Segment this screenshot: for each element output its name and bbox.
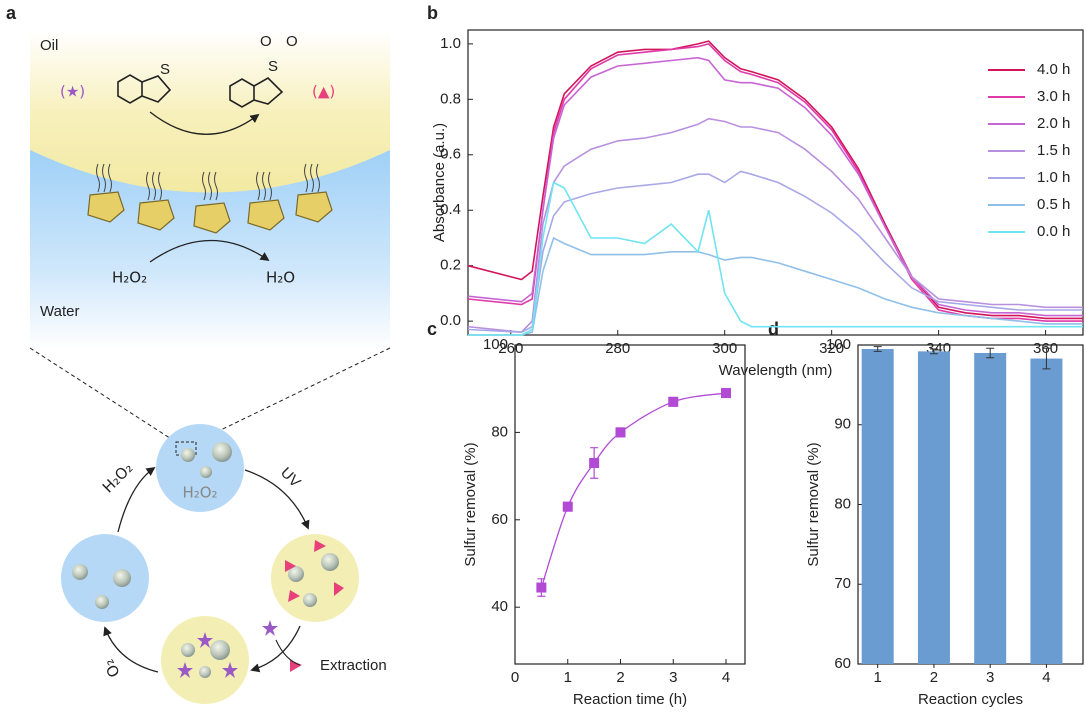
atom-label: S — [268, 58, 278, 75]
y-tick-label: 0.8 — [440, 90, 461, 107]
y-tick-label: 70 — [834, 575, 851, 592]
data-point — [668, 397, 678, 407]
atom-label: O — [260, 33, 272, 50]
x-axis-title: Reaction cycles — [918, 691, 1023, 708]
y-axis-title: Sulfur removal (%) — [805, 442, 822, 566]
cycle-label: Extraction — [320, 657, 387, 674]
figure: a b c d Oil Water (★) (▲) S S O O — [0, 0, 1086, 715]
y-axis-title: Sulfur removal (%) — [462, 442, 479, 566]
spectrum-line — [468, 171, 1083, 332]
data-point — [589, 458, 599, 468]
x-tick-label: 2 — [930, 669, 938, 686]
y-tick-label: 80 — [491, 423, 508, 440]
cycle-label: O₂ — [99, 656, 124, 680]
legend-label: 1.5 h — [1037, 142, 1070, 159]
bar — [918, 351, 950, 664]
interface-diagram: Oil Water (★) (▲) S S O O H₂O₂ H₂O — [30, 30, 390, 442]
x-tick-label: 4 — [1042, 669, 1050, 686]
y-tick-label: 0.0 — [440, 312, 461, 329]
cycle-diagram: H₂O₂ H₂O₂ UV O₂ Extraction — [61, 424, 387, 704]
legend-label: 2.0 h — [1037, 115, 1070, 132]
y-tick-label: 80 — [834, 495, 851, 512]
bar — [1030, 359, 1062, 664]
x-tick-label: 0 — [511, 669, 519, 686]
y-tick-label: 1.0 — [440, 35, 461, 52]
data-point — [721, 388, 731, 398]
panel-label: d — [768, 319, 779, 339]
product-marker: (▲) — [312, 83, 335, 101]
x-tick-label: 3 — [669, 669, 677, 686]
y-tick-label: 60 — [491, 511, 508, 528]
y-tick-label: 60 — [834, 655, 851, 672]
legend-label: 0.5 h — [1037, 196, 1070, 213]
reactant-marker: (★) — [60, 83, 85, 101]
water-product-label: H₂O — [266, 269, 295, 287]
panel-label: a — [6, 3, 17, 23]
y-tick-label: 100 — [483, 336, 508, 353]
data-point — [563, 502, 573, 512]
atom-label: S — [160, 61, 170, 78]
data-point — [536, 583, 546, 593]
legend-label: 1.0 h — [1037, 169, 1070, 186]
extraction-arrow — [276, 640, 300, 665]
x-axis-title: Reaction time (h) — [573, 691, 687, 708]
atom-label: O — [286, 33, 298, 50]
x-tick-label: 1 — [564, 669, 572, 686]
bar — [974, 353, 1006, 664]
x-axis-title: Wavelength (nm) — [719, 362, 833, 379]
plot-frame — [515, 345, 745, 664]
cycle-label: UV — [277, 464, 304, 491]
droplet — [61, 534, 149, 622]
x-tick-label: 2 — [616, 669, 624, 686]
x-tick-label: 300 — [712, 340, 737, 357]
x-tick-label: 4 — [722, 669, 730, 686]
data-point — [616, 427, 626, 437]
oxidant-label: H₂O₂ — [112, 269, 147, 287]
zoom-line — [30, 348, 176, 442]
water-label: Water — [40, 303, 79, 320]
y-axis-title: Absorbance (a.u.) — [431, 123, 448, 242]
legend-label: 3.0 h — [1037, 88, 1070, 105]
page: a b c d Oil Water (★) (▲) S S O O — [0, 0, 1086, 715]
droplet-label: H₂O₂ — [182, 484, 217, 502]
panel-label: c — [427, 319, 437, 339]
y-tick-label: 0.2 — [440, 257, 461, 274]
y-tick-label: 90 — [834, 416, 851, 433]
zoom-line — [196, 348, 390, 442]
legend-label: 0.0 h — [1037, 223, 1070, 240]
legend-label: 4.0 h — [1037, 61, 1070, 78]
bar — [862, 349, 894, 664]
x-tick-label: 1 — [874, 669, 882, 686]
droplet — [161, 616, 249, 704]
y-tick-label: 40 — [491, 598, 508, 615]
panel-label: b — [427, 3, 438, 23]
fit-line — [541, 393, 726, 587]
x-tick-label: 280 — [605, 340, 630, 357]
oil-label: Oil — [40, 37, 58, 54]
x-tick-label: 3 — [986, 669, 994, 686]
y-tick-label: 100 — [826, 336, 851, 353]
cycle-label: H₂O₂ — [99, 459, 137, 497]
